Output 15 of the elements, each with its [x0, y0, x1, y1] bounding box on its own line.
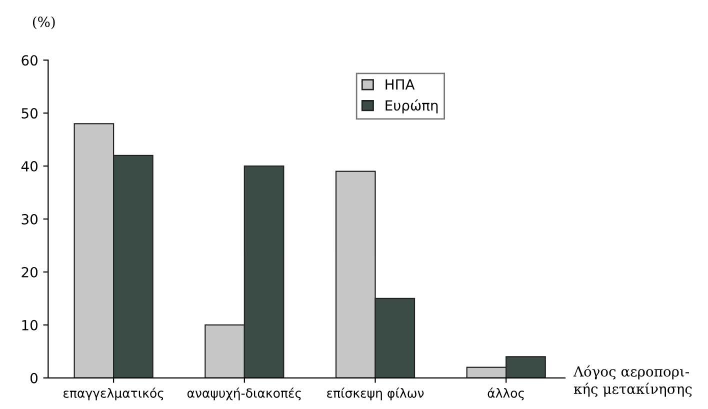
y-tick-label: 20 [22, 266, 38, 278]
legend-label: ΗΠΑ [386, 79, 415, 90]
y-tick-label: 30 [22, 214, 38, 224]
legend-label: Ευρώπη [386, 99, 438, 114]
x-axis-title: Λόγος αεροπορι- κής μετακίνησης [573, 365, 692, 397]
x-tick-label: αναψυχή-διακοπές [187, 388, 301, 400]
x-tick-label: επίσκεψη φίλων [327, 388, 424, 400]
y-tick-label: 0 [30, 372, 38, 384]
x-tick-label: επαγγελματικός [63, 388, 164, 400]
y-tick-label: 60 [22, 55, 38, 66]
y-tick-label: 50 [22, 108, 38, 119]
y-tick-label: 10 [22, 320, 38, 330]
y-axis-title: (%) [32, 16, 55, 30]
y-tick-label: 40 [21, 161, 38, 172]
x-tick-label: άλλος [488, 388, 524, 400]
